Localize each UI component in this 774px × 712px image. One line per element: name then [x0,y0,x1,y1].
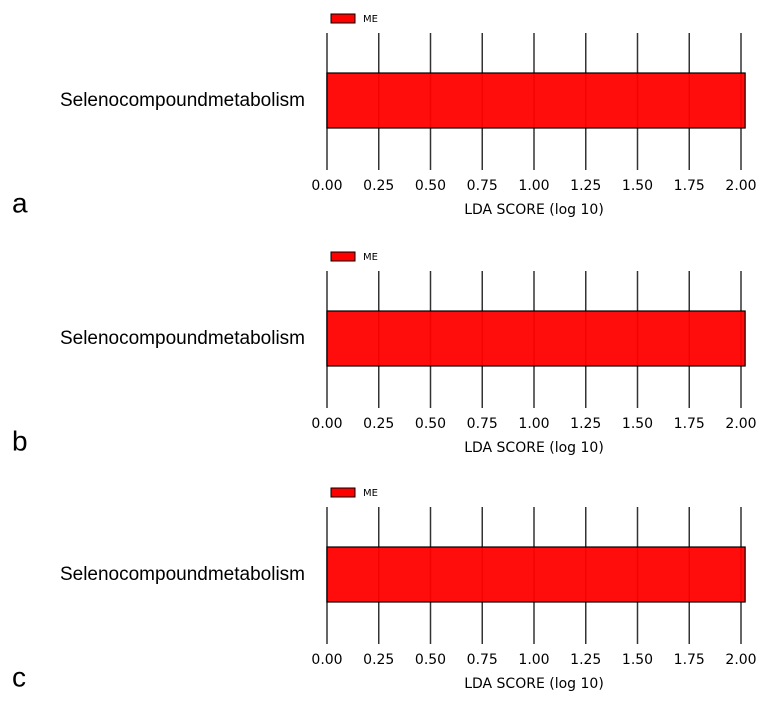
x-tick-label: 2.00 [725,416,756,432]
legend-swatch [330,251,356,262]
bar [326,310,746,367]
legend-label: ME [363,488,378,499]
x-tick-label: 1.75 [674,178,705,194]
x-axis-label: LDA SCORE (log 10) [464,202,604,218]
x-tick-label: 2.00 [725,178,756,194]
x-tick-label: 0.50 [415,178,446,194]
x-tick-label: 0.75 [467,178,498,194]
legend-swatch [330,487,356,498]
x-axis-label: LDA SCORE (log 10) [464,440,604,456]
x-tick-label: 0.25 [363,178,394,194]
panel-label: a [12,187,28,218]
y-tick-label: Selenocompoundmetabolism [60,90,305,111]
x-tick-label: 1.00 [518,652,549,668]
x-tick-label: 1.75 [674,652,705,668]
panel: 0.00 0.25 0.50 0.75 1.00 1.25 1.50 1.75 2.00 ME Se… [12,487,757,692]
x-tick-label: 0.25 [363,416,394,432]
y-tick-label: Selenocompoundmetabolism [60,564,305,585]
legend-swatch [330,13,356,24]
bar [326,72,746,129]
x-tick-label: 0.75 [467,416,498,432]
x-tick-label: 2.00 [725,652,756,668]
x-tick-label: 0.00 [311,416,342,432]
x-tick-label: 0.50 [415,652,446,668]
x-tick-label: 1.75 [674,416,705,432]
x-tick-label: 1.50 [622,178,653,194]
panel: 0.00 0.25 0.50 0.75 1.00 1.25 1.50 1.75 2.00 ME Se… [12,251,757,456]
x-tick-label: 1.00 [518,416,549,432]
x-tick-label: 0.75 [467,652,498,668]
x-tick-label: 0.00 [311,652,342,668]
panel-label: b [12,425,28,456]
legend-label: ME [363,14,378,25]
x-tick-label: 1.25 [570,652,601,668]
y-tick-label: Selenocompoundmetabolism [60,328,305,349]
panel: 0.00 0.25 0.50 0.75 1.00 1.25 1.50 1.75 2.00 ME Se… [12,13,757,218]
x-tick-label: 0.25 [363,652,394,668]
x-tick-label: 1.50 [622,652,653,668]
x-tick-label: 1.25 [570,416,601,432]
x-tick-label: 0.00 [311,178,342,194]
x-tick-label: 0.50 [415,416,446,432]
bar [326,546,746,603]
x-tick-label: 1.50 [622,416,653,432]
x-tick-label: 1.00 [518,178,549,194]
legend-label: ME [363,252,378,263]
panel-label: c [12,661,26,692]
x-tick-label: 1.25 [570,178,601,194]
x-axis-label: LDA SCORE (log 10) [464,676,604,692]
